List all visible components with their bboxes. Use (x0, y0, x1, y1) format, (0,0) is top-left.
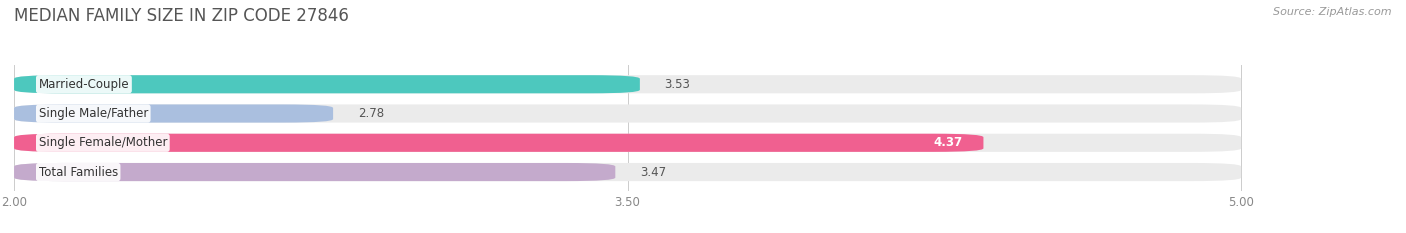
FancyBboxPatch shape (14, 75, 1241, 93)
Text: Source: ZipAtlas.com: Source: ZipAtlas.com (1274, 7, 1392, 17)
Text: Single Male/Father: Single Male/Father (38, 107, 148, 120)
Text: 3.47: 3.47 (640, 165, 666, 178)
Text: Single Female/Mother: Single Female/Mother (38, 136, 167, 149)
Text: 3.53: 3.53 (665, 78, 690, 91)
FancyBboxPatch shape (14, 75, 640, 93)
FancyBboxPatch shape (14, 104, 333, 123)
FancyBboxPatch shape (14, 104, 1241, 123)
Text: 2.78: 2.78 (357, 107, 384, 120)
Text: Married-Couple: Married-Couple (38, 78, 129, 91)
FancyBboxPatch shape (14, 163, 1241, 181)
Text: MEDIAN FAMILY SIZE IN ZIP CODE 27846: MEDIAN FAMILY SIZE IN ZIP CODE 27846 (14, 7, 349, 25)
FancyBboxPatch shape (14, 134, 1241, 152)
Text: 4.37: 4.37 (934, 136, 963, 149)
FancyBboxPatch shape (14, 134, 983, 152)
Text: Total Families: Total Families (38, 165, 118, 178)
FancyBboxPatch shape (14, 163, 616, 181)
